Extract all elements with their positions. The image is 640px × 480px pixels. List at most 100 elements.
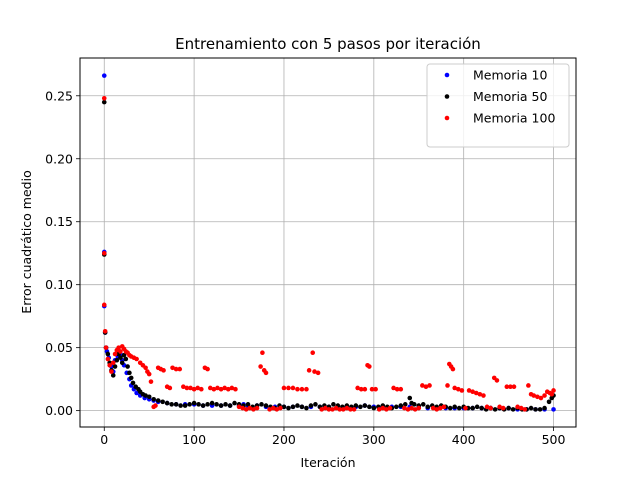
data-point [416, 405, 422, 411]
data-point [542, 393, 547, 398]
data-point [225, 386, 231, 392]
y-tick-label: 0.20 [45, 151, 73, 166]
data-point [119, 360, 125, 366]
data-point [337, 407, 342, 412]
data-point [151, 396, 156, 402]
data-point [323, 405, 328, 411]
data-point [470, 405, 475, 411]
data-point [508, 384, 513, 389]
data-point [447, 405, 453, 411]
data-point [109, 369, 114, 374]
data-point [434, 407, 440, 412]
data-point [107, 362, 112, 368]
data-point [112, 351, 118, 357]
data-point [101, 99, 107, 105]
data-point [533, 407, 538, 412]
data-point [333, 405, 339, 411]
data-point [326, 407, 332, 412]
data-point [258, 364, 263, 369]
data-point [481, 393, 486, 398]
x-tick-label: 100 [182, 432, 206, 447]
data-point [537, 407, 543, 412]
data-point [376, 407, 382, 412]
data-point [155, 398, 161, 403]
data-point [504, 384, 510, 389]
data-point [254, 405, 260, 411]
data-point [211, 386, 217, 392]
data-point [209, 400, 215, 406]
data-point [146, 371, 152, 377]
data-point [445, 383, 450, 388]
data-point [441, 404, 447, 410]
data-point [411, 402, 417, 407]
x-tick-label: 0 [100, 432, 108, 447]
data-point [110, 360, 116, 366]
data-point [299, 386, 305, 392]
data-point [245, 402, 251, 407]
data-point [500, 405, 506, 411]
legend-marker [444, 115, 450, 121]
chart-title: Entrenamiento con 5 pasos por iteración [175, 35, 481, 53]
data-point [101, 302, 107, 308]
data-point [319, 407, 325, 412]
data-point [110, 373, 116, 378]
data-point [127, 370, 132, 376]
data-point [281, 404, 287, 410]
data-point [380, 405, 386, 411]
data-point [125, 364, 130, 369]
data-point [130, 380, 136, 386]
data-point [191, 386, 197, 392]
data-point [260, 350, 265, 355]
y-tick-label: 0.15 [45, 214, 73, 229]
data-point [310, 350, 316, 355]
data-point [281, 385, 287, 391]
data-point [195, 385, 201, 391]
data-points [101, 73, 556, 412]
data-point [362, 403, 368, 408]
data-point [105, 351, 111, 357]
data-point [362, 386, 368, 392]
data-point [121, 352, 127, 358]
data-point [263, 403, 269, 408]
y-tick-label: 0.10 [45, 277, 73, 292]
data-point [531, 393, 537, 398]
data-point [420, 383, 425, 388]
data-point [167, 385, 173, 391]
data-point [143, 393, 148, 398]
data-point [393, 404, 399, 410]
data-point [118, 349, 123, 354]
data-point [494, 378, 500, 383]
data-point [473, 390, 479, 396]
data-point [267, 407, 272, 412]
data-point [146, 394, 152, 400]
data-point [232, 400, 237, 406]
x-tick-label: 200 [272, 432, 296, 447]
data-point [358, 386, 364, 392]
data-point [456, 405, 462, 411]
data-point [315, 370, 321, 376]
x-tick-label: 300 [362, 432, 386, 447]
data-point [200, 403, 206, 408]
data-point [452, 385, 457, 391]
data-point [427, 383, 432, 388]
data-point [223, 402, 228, 407]
data-point [348, 407, 353, 412]
data-point [182, 403, 188, 408]
plot-frame [79, 57, 577, 428]
data-point [353, 403, 359, 408]
y-axis: 0.00 0.05 0.10 0.15 0.20 0.25 [45, 88, 80, 418]
data-point [103, 345, 109, 350]
data-point [134, 390, 139, 396]
data-point [304, 386, 309, 392]
data-point [128, 375, 134, 381]
data-point [515, 404, 520, 410]
data-point [484, 404, 490, 410]
data-point [402, 405, 407, 411]
data-point [240, 405, 245, 411]
data-point [420, 402, 426, 407]
data-point [466, 388, 472, 393]
data-point [398, 403, 404, 408]
data-point [358, 404, 363, 410]
data-point [384, 407, 389, 412]
